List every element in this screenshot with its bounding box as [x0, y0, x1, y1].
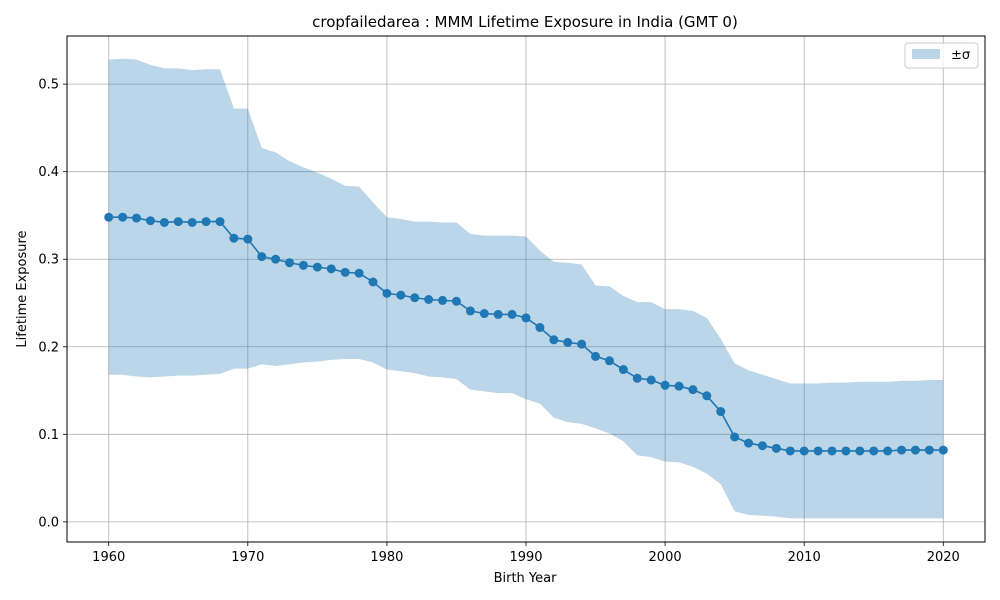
data-point	[924, 445, 934, 455]
data-point	[660, 380, 670, 390]
data-point	[215, 217, 225, 227]
y-tick-label: 0.4	[38, 165, 59, 180]
x-tick-label: 2020	[927, 550, 960, 565]
data-point	[716, 407, 726, 417]
x-tick-label: 1970	[231, 550, 264, 565]
data-point	[507, 309, 517, 319]
data-point	[438, 295, 448, 305]
data-point	[145, 216, 155, 226]
x-tick-label: 2000	[649, 550, 682, 565]
data-point	[785, 446, 795, 456]
data-point	[271, 254, 281, 264]
data-point	[674, 381, 684, 391]
x-axis-ticks: 1960 1970 1980 1990 2000 2010 2020	[92, 542, 960, 565]
x-tick-label: 1960	[92, 550, 125, 565]
legend-box	[904, 42, 979, 69]
data-point	[159, 217, 169, 227]
data-point	[257, 252, 267, 262]
data-point	[841, 446, 851, 456]
data-point	[368, 277, 378, 287]
data-point	[424, 295, 434, 305]
data-point	[688, 385, 698, 395]
data-point	[118, 212, 128, 222]
x-tick-label: 2010	[788, 550, 821, 565]
data-point	[132, 213, 142, 223]
data-point	[855, 446, 865, 456]
data-point	[938, 445, 948, 455]
data-point	[340, 267, 350, 277]
data-point	[229, 233, 239, 243]
y-tick-label: 0.1	[38, 428, 59, 443]
x-tick-label: 1990	[509, 550, 542, 565]
data-point	[702, 391, 712, 401]
data-point	[451, 296, 461, 306]
data-point	[604, 356, 614, 366]
data-point	[298, 260, 308, 270]
data-point	[201, 217, 211, 227]
data-point	[410, 293, 420, 303]
data-point	[563, 337, 573, 347]
sigma-band	[108, 58, 944, 519]
data-point	[312, 262, 322, 272]
y-tick-label: 0.3	[38, 253, 59, 268]
chart-title: cropfailedarea : MMM Lifetime Exposure i…	[312, 13, 738, 31]
data-point	[493, 309, 503, 319]
y-axis-ticks: 0.0 0.1 0.2 0.3 0.4 0.5	[38, 78, 67, 530]
y-tick-label: 0.5	[38, 78, 59, 93]
sigma-band-area	[108, 58, 944, 519]
data-point	[104, 212, 114, 222]
data-point	[382, 288, 392, 298]
data-point	[173, 217, 183, 227]
data-point	[285, 258, 295, 268]
data-point	[187, 217, 197, 227]
legend-label-band: ±σ	[951, 48, 970, 63]
data-point	[757, 441, 767, 451]
legend: ±σ	[904, 42, 979, 69]
data-point	[813, 446, 823, 456]
data-point	[465, 306, 475, 316]
y-axis-label: Lifetime Exposure	[15, 230, 30, 347]
y-tick-label: 0.2	[38, 340, 59, 355]
data-point	[883, 446, 893, 456]
data-point	[632, 373, 642, 383]
x-tick-label: 1980	[370, 550, 403, 565]
data-point	[869, 446, 879, 456]
data-point	[897, 445, 907, 455]
y-tick-label: 0.0	[38, 515, 59, 530]
data-point	[354, 268, 364, 278]
data-point	[577, 339, 587, 349]
data-point	[646, 375, 656, 385]
data-point	[730, 432, 740, 442]
data-point	[521, 313, 531, 323]
x-axis-label: Birth Year	[494, 571, 558, 586]
data-point	[744, 438, 754, 448]
data-point	[535, 323, 545, 333]
legend-swatch-band	[912, 49, 940, 59]
data-point	[591, 351, 601, 361]
data-point	[549, 335, 559, 345]
data-point	[326, 264, 336, 274]
data-point	[243, 234, 253, 244]
data-point	[618, 365, 628, 375]
data-point	[827, 446, 837, 456]
data-point	[799, 446, 809, 456]
data-point	[910, 445, 920, 455]
data-point	[771, 443, 781, 453]
data-point	[396, 290, 406, 300]
data-point	[479, 309, 489, 319]
mean-series	[104, 212, 948, 456]
